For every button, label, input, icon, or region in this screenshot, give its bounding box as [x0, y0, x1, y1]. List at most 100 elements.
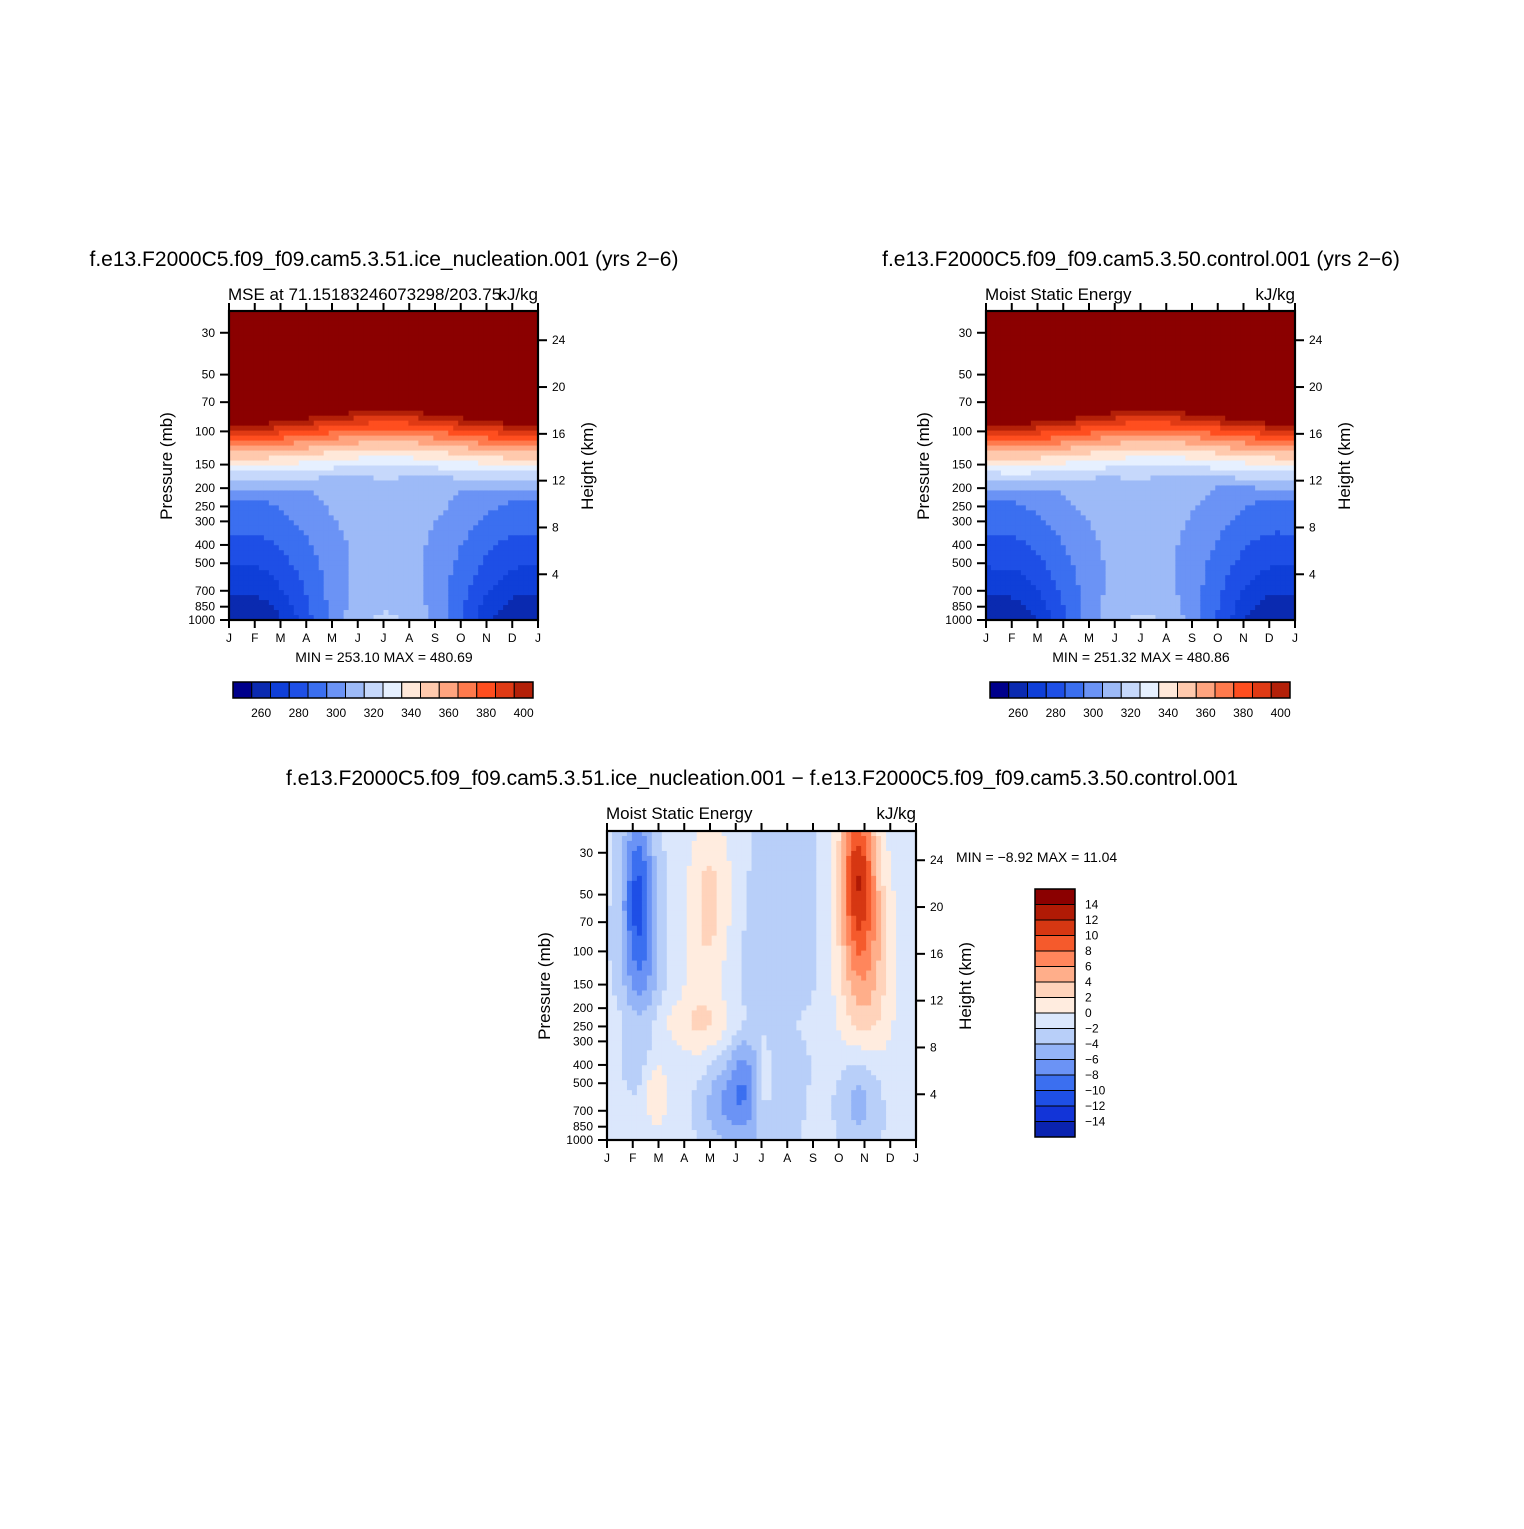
- contour-cell: [254, 550, 260, 556]
- contour-cell: [264, 515, 270, 521]
- contour-cell: [329, 575, 335, 581]
- contour-cell: [359, 560, 365, 566]
- contour-cell: [1051, 575, 1057, 581]
- contour-cell: [284, 585, 290, 591]
- contour-cell: [1001, 386, 1007, 392]
- contour-cell: [458, 461, 464, 467]
- contour-cell: [991, 346, 997, 352]
- contour-cell: [498, 331, 504, 337]
- contour-cell: [413, 376, 419, 382]
- contour-cell: [433, 451, 439, 457]
- contour-cell: [1011, 480, 1017, 486]
- contour-cell: [423, 321, 429, 327]
- contour-cell: [334, 560, 340, 566]
- contour-cell: [299, 575, 305, 581]
- contour-cell: [284, 316, 290, 322]
- contour-cell: [423, 371, 429, 377]
- contour-cell: [364, 351, 370, 357]
- contour-cell: [344, 580, 350, 586]
- contour-cell: [463, 341, 469, 347]
- contour-cell: [1046, 456, 1052, 462]
- contour-cell: [234, 411, 240, 417]
- contour-cell: [1026, 361, 1032, 367]
- contour-cell: [319, 480, 325, 486]
- contour-cell: [1001, 361, 1007, 367]
- contour-cell: [488, 316, 494, 322]
- contour-cell: [324, 485, 330, 491]
- contour-cell: [483, 466, 489, 472]
- contour-cell: [473, 411, 479, 417]
- contour-cell: [428, 386, 434, 392]
- contour-cell: [438, 456, 444, 462]
- contour-cell: [493, 391, 499, 397]
- contour-cell: [996, 530, 1002, 536]
- contour-cell: [518, 361, 524, 367]
- contour-cell: [349, 406, 355, 412]
- contour-cell: [393, 416, 399, 422]
- contour-cell: [244, 565, 250, 571]
- contour-cell: [324, 386, 330, 392]
- contour-cell: [384, 411, 390, 417]
- contour-cell: [996, 431, 1002, 437]
- contour-cell: [493, 371, 499, 377]
- contour-cell: [498, 366, 504, 372]
- contour-cell: [234, 575, 240, 581]
- contour-cell: [239, 585, 245, 591]
- contour-cell: [398, 436, 404, 442]
- contour-cell: [244, 570, 250, 576]
- contour-cell: [453, 545, 459, 551]
- contour-cell: [1021, 331, 1027, 337]
- contour-cell: [473, 515, 479, 521]
- contour-cell: [284, 555, 290, 561]
- contour-cell: [493, 610, 499, 616]
- contour-cell: [498, 461, 504, 467]
- contour-cell: [453, 386, 459, 392]
- contour-cell: [483, 525, 489, 531]
- contour-cell: [503, 326, 509, 332]
- contour-cell: [239, 530, 245, 536]
- contour-cell: [254, 565, 260, 571]
- contour-cell: [1016, 341, 1022, 347]
- contour-cell: [1041, 366, 1047, 372]
- contour-cell: [319, 381, 325, 387]
- contour-cell: [349, 610, 355, 616]
- contour-cell: [309, 446, 315, 452]
- contour-cell: [388, 490, 394, 496]
- contour-cell: [364, 446, 370, 452]
- contour-cell: [1051, 560, 1057, 566]
- contour-cell: [468, 470, 474, 476]
- contour-cell: [304, 535, 310, 541]
- contour-cell: [344, 475, 350, 481]
- contour-cell: [329, 326, 335, 332]
- contour-cell: [408, 595, 414, 601]
- contour-cell: [304, 555, 310, 561]
- contour-cell: [438, 500, 444, 506]
- contour-cell: [319, 590, 325, 596]
- contour-cell: [398, 461, 404, 467]
- contour-cell: [334, 610, 340, 616]
- contour-cell: [483, 545, 489, 551]
- contour-cell: [518, 431, 524, 437]
- contour-cell: [488, 461, 494, 467]
- contour-cell: [384, 466, 390, 472]
- contour-cell: [254, 351, 260, 357]
- contour-cell: [433, 490, 439, 496]
- contour-cell: [1026, 376, 1032, 382]
- contour-cell: [518, 406, 524, 412]
- contour-cell: [259, 351, 265, 357]
- contour-cell: [1001, 540, 1007, 546]
- contour-cell: [379, 500, 385, 506]
- contour-cell: [1006, 466, 1012, 472]
- contour-cell: [319, 446, 325, 452]
- contour-cell: [513, 331, 519, 337]
- contour-cell: [334, 351, 340, 357]
- contour-cell: [418, 505, 424, 511]
- contour-cell: [304, 525, 310, 531]
- contour-cell: [388, 361, 394, 367]
- contour-cell: [528, 456, 534, 462]
- contour-cell: [264, 585, 270, 591]
- contour-cell: [234, 361, 240, 367]
- contour-cell: [448, 426, 454, 432]
- contour-cell: [304, 600, 310, 606]
- contour-cell: [299, 361, 305, 367]
